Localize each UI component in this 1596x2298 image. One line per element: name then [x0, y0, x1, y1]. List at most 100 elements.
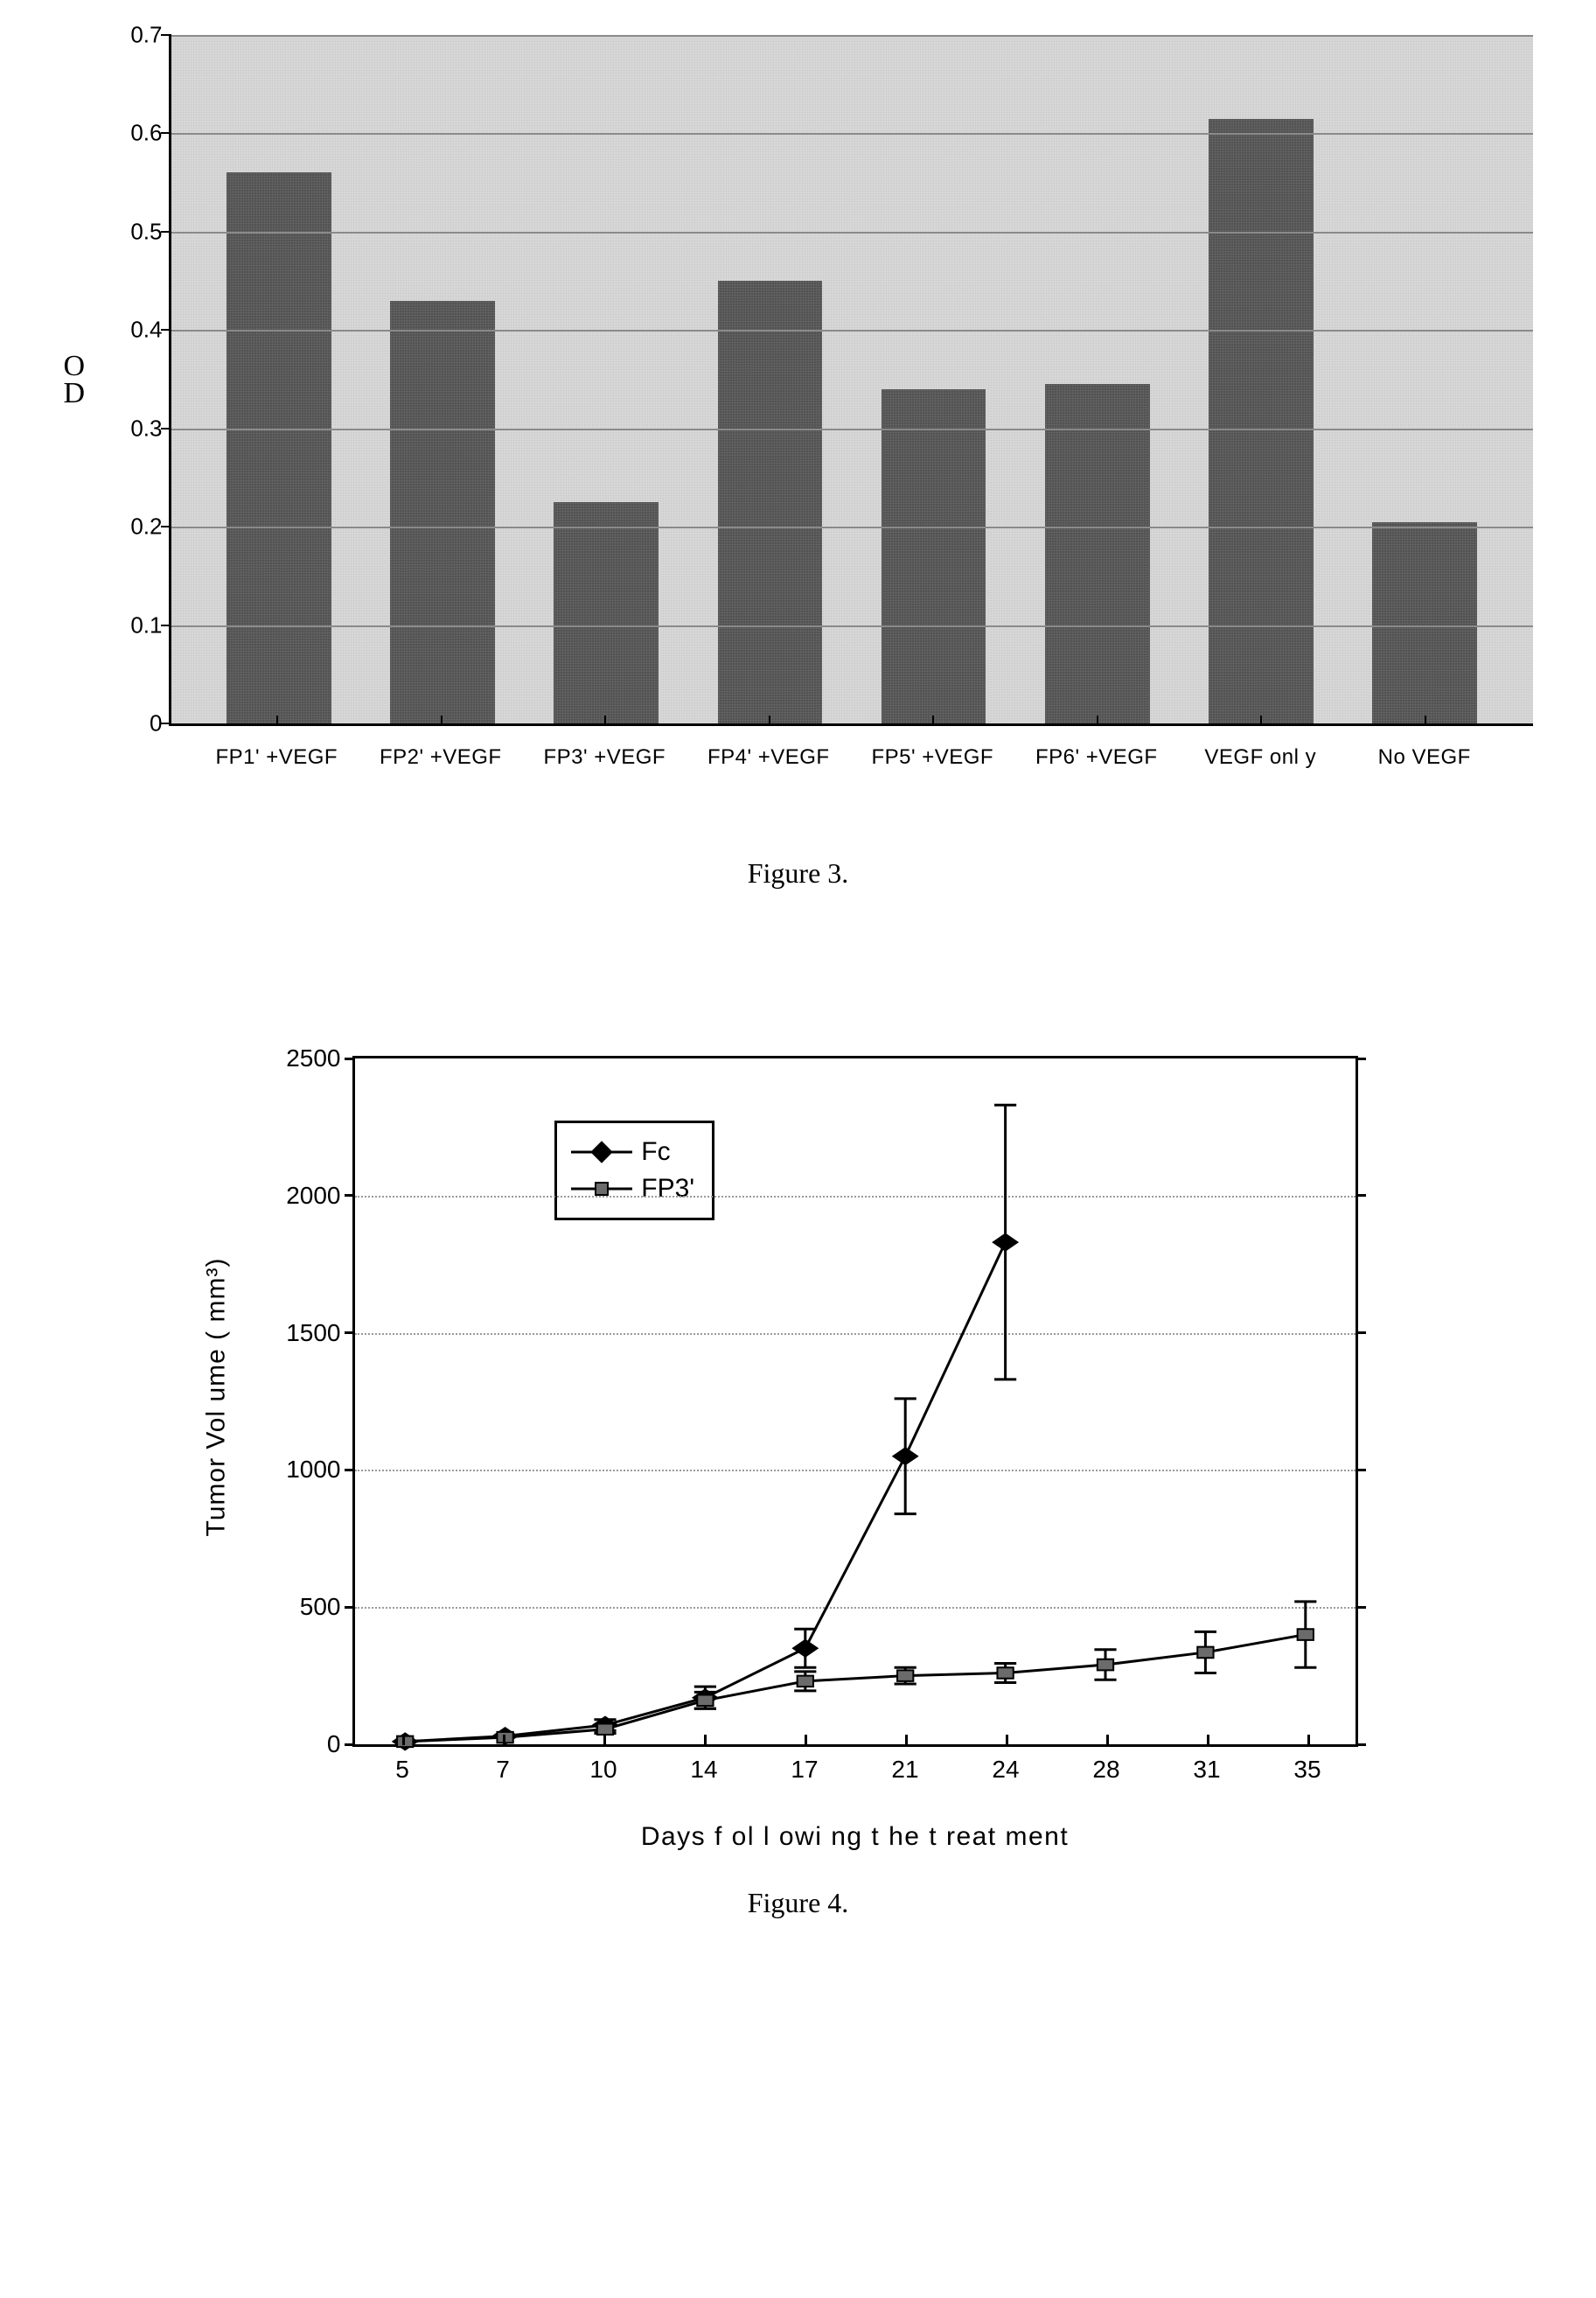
- marker-Fc: [892, 1448, 917, 1465]
- bar-ytick-label: 0.6: [130, 120, 162, 147]
- line-ytick-mark: [345, 1194, 355, 1197]
- line-ytick-mark: [1356, 1469, 1366, 1471]
- line-ytick-mark: [345, 1469, 355, 1471]
- figure-3: O D 00.10.20.30.40.50.60.7 FP1' +VEGFFP2…: [35, 35, 1561, 890]
- line-xtick-label: 7: [453, 1747, 554, 1791]
- bar-series: [171, 35, 1533, 723]
- marker-FP3': [997, 1667, 1013, 1679]
- bar-xtick-label: FP1' +VEGF: [195, 726, 359, 822]
- bar-y-axis-glyph: O: [64, 353, 86, 381]
- line-ytick-label: 0: [327, 1730, 341, 1758]
- line-plot-area: FcFP3' 05001000150020002500: [352, 1056, 1358, 1747]
- marker-FP3': [797, 1676, 812, 1687]
- bar-ytick-mark: [161, 132, 171, 134]
- bar-slot: [852, 35, 1015, 723]
- line-xtick-label: 24: [956, 1747, 1056, 1791]
- bar: [227, 172, 331, 723]
- line-ytick-mark: [1356, 1194, 1366, 1197]
- bar: [718, 281, 823, 723]
- bar-ytick-mark: [161, 723, 171, 724]
- line-ytick-mark: [345, 1743, 355, 1746]
- line-ytick-label: 1500: [286, 1319, 340, 1347]
- marker-FP3': [1297, 1629, 1313, 1640]
- line-chart: Tumor Vol ume ( mm³) FcFP3' 050010001500…: [221, 1047, 1376, 1852]
- bar-ytick-label: 0.1: [130, 611, 162, 639]
- line-ytick-mark: [1356, 1058, 1366, 1060]
- line-plot-svg: [355, 1058, 1356, 1744]
- line-ytick-mark: [345, 1606, 355, 1609]
- bar-ytick-label: 0.7: [130, 22, 162, 49]
- bar-gridline: [171, 35, 1533, 37]
- bar-gridline: [171, 527, 1533, 528]
- figure-4-caption: Figure 4.: [35, 1887, 1561, 1919]
- bar-ytick-mark: [161, 329, 171, 331]
- bar-ytick-mark: [161, 526, 171, 527]
- bar-gridline: [171, 133, 1533, 135]
- bar-ytick-label: 0.5: [130, 218, 162, 245]
- bar-slot: [525, 35, 688, 723]
- series-line-FP3': [405, 1635, 1306, 1742]
- bar-ytick-label: 0.4: [130, 317, 162, 344]
- line-ytick-label: 500: [300, 1593, 341, 1621]
- line-ytick-label: 2000: [286, 1182, 340, 1210]
- marker-FP3': [897, 1670, 913, 1681]
- line-xtick-label: 5: [352, 1747, 453, 1791]
- bar-xtick-label: FP2' +VEGF: [359, 726, 523, 822]
- bar-ytick-mark: [161, 34, 171, 36]
- bar-slot: [361, 35, 525, 723]
- bar-slot: [1179, 35, 1342, 723]
- marker-FP3': [596, 1723, 612, 1735]
- marker-FP3': [1097, 1659, 1112, 1671]
- marker-Fc: [992, 1233, 1017, 1251]
- bar: [1372, 522, 1477, 723]
- bar-xtick-label: FP3' +VEGF: [523, 726, 687, 822]
- bar: [1045, 384, 1150, 723]
- line-xtick-label: 10: [554, 1747, 654, 1791]
- bar-ytick-label: 0.3: [130, 415, 162, 442]
- bar-gridline: [171, 429, 1533, 430]
- bar-ytick-mark: [161, 231, 171, 233]
- bar: [1209, 119, 1314, 723]
- bar-xtick-label: VEGF onl y: [1179, 726, 1343, 822]
- bar-slot: [688, 35, 852, 723]
- marker-FP3': [697, 1695, 713, 1707]
- bar-chart: O D 00.10.20.30.40.50.60.7 FP1' +VEGFFP2…: [64, 35, 1533, 822]
- bar: [554, 502, 659, 723]
- bar-gridline: [171, 625, 1533, 627]
- bar-xtick-label: FP5' +VEGF: [851, 726, 1015, 822]
- line-xtick-label: 31: [1157, 1747, 1258, 1791]
- line-xtick-label: 28: [1056, 1747, 1157, 1791]
- line-xtick-label: 14: [654, 1747, 755, 1791]
- line-ytick-mark: [1356, 1331, 1366, 1334]
- line-xtick-label: 17: [755, 1747, 855, 1791]
- marker-FP3': [1197, 1647, 1213, 1659]
- bar-slot: [1342, 35, 1506, 723]
- bar-xtick-label: FP6' +VEGF: [1014, 726, 1179, 822]
- marker-Fc: [792, 1639, 818, 1657]
- line-ytick-label: 2500: [286, 1044, 340, 1072]
- bar: [390, 301, 495, 723]
- line-y-axis-label: Tumor Vol ume ( mm³): [195, 1047, 239, 1747]
- bar-x-axis-ticks: FP1' +VEGFFP2' +VEGFFP3' +VEGFFP4' +VEGF…: [169, 726, 1533, 822]
- line-ytick-mark: [345, 1331, 355, 1334]
- line-y-axis-label-text: Tumor Vol ume ( mm³): [202, 1258, 232, 1537]
- line-ytick-label: 1000: [286, 1456, 340, 1484]
- bar-xtick-label: No VEGF: [1342, 726, 1507, 822]
- line-ytick-mark: [1356, 1606, 1366, 1609]
- bar-gridline: [171, 330, 1533, 332]
- figure-4: Tumor Vol ume ( mm³) FcFP3' 050010001500…: [35, 1047, 1561, 1919]
- line-ytick-mark: [1356, 1743, 1366, 1746]
- line-xtick-label: 35: [1258, 1747, 1358, 1791]
- bar-ytick-mark: [161, 428, 171, 430]
- bar-plot-area: 00.10.20.30.40.50.60.7: [169, 35, 1533, 726]
- bar-xtick-label: FP4' +VEGF: [686, 726, 851, 822]
- line-x-axis-label: Days f ol l owi ng t he t reat ment: [352, 1822, 1358, 1852]
- line-ytick-mark: [345, 1058, 355, 1060]
- bar-slot: [1015, 35, 1179, 723]
- line-xtick-label: 21: [855, 1747, 956, 1791]
- bar-slot: [198, 35, 361, 723]
- bar-ytick-mark: [161, 625, 171, 626]
- bar-ytick-label: 0.2: [130, 513, 162, 541]
- line-x-axis-ticks: 571014172124283135: [352, 1747, 1358, 1791]
- bar: [882, 389, 986, 723]
